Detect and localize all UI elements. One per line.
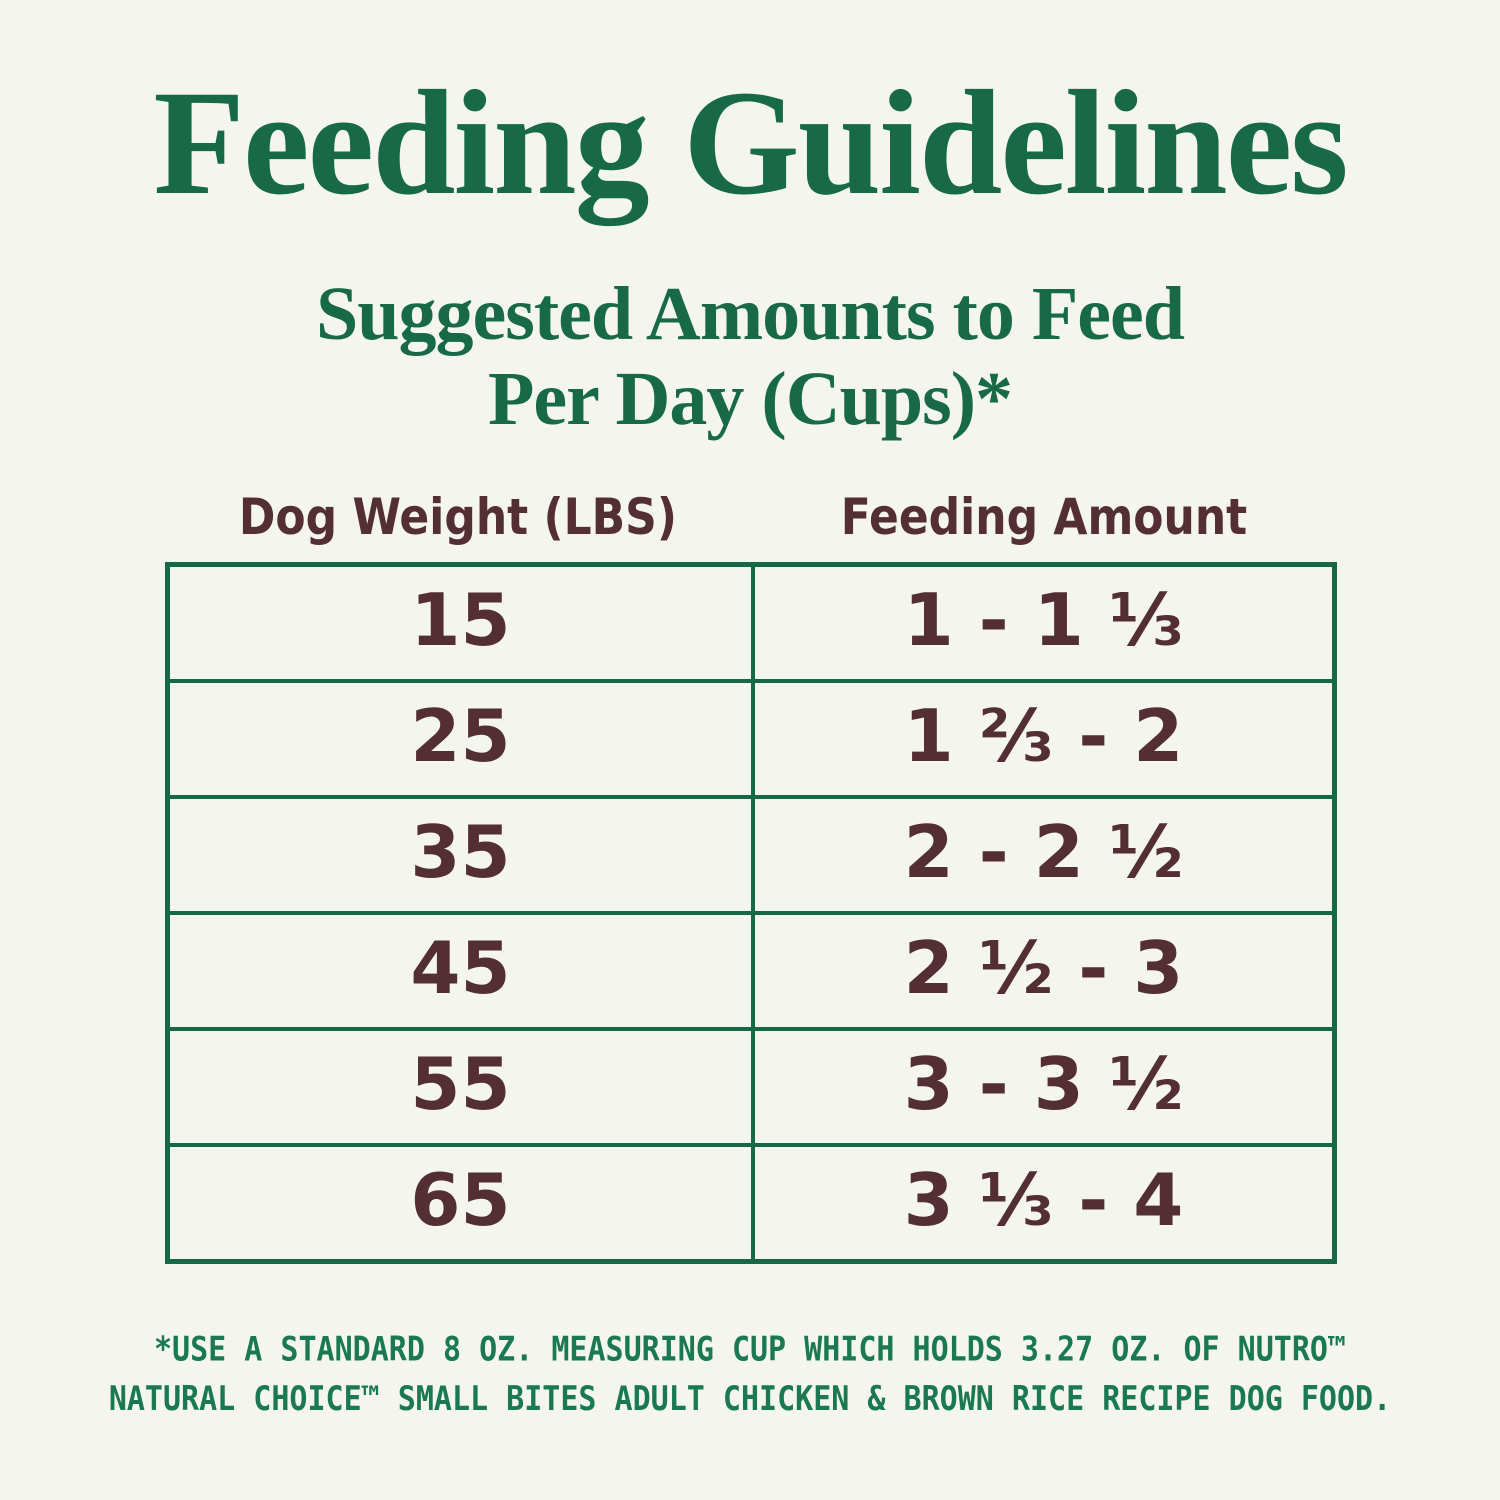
page-title: Feeding Guidelines [153, 60, 1348, 226]
feeding-amount-cell: 3 - 3 ½ [751, 1031, 1332, 1143]
subtitle-line-2: Per Day (Cups)* [487, 357, 1013, 441]
table-row: 25 1 ⅔ - 2 [170, 679, 1332, 795]
dog-weight-cell: 35 [410, 810, 511, 894]
table-row: 45 2 ½ - 3 [170, 911, 1332, 1027]
feeding-amount-cell: 2 ½ - 3 [751, 915, 1332, 1027]
footnote-line-2: NATURAL CHOICE™ SMALL BITES ADULT CHICKE… [108, 1379, 1392, 1419]
dog-weight-cell: 55 [410, 1042, 511, 1126]
measuring-cup-footnote: *USE A STANDARD 8 OZ. MEASURING CUP WHIC… [0, 1326, 1500, 1425]
table-row: 15 1 - 1 ⅓ [170, 567, 1332, 679]
table-column-headers: Dog Weight (LBS) Feeding Amount [165, 488, 1337, 546]
dog-weight-cell: 65 [410, 1158, 511, 1242]
feeding-amount-cell: 1 ⅔ - 2 [751, 683, 1332, 795]
dog-weight-cell: 45 [410, 926, 511, 1010]
column-header-dog-weight: Dog Weight (LBS) [238, 488, 678, 546]
table-row: 35 2 - 2 ½ [170, 795, 1332, 911]
dog-weight-cell: 15 [410, 578, 511, 662]
table-row: 65 3 ⅓ - 4 [170, 1143, 1332, 1259]
dog-weight-cell: 25 [410, 694, 511, 778]
footnote-line-1: *USE A STANDARD 8 OZ. MEASURING CUP WHIC… [153, 1330, 1347, 1370]
column-header-feeding-amount: Feeding Amount [840, 488, 1248, 546]
feeding-amount-cell: 2 - 2 ½ [751, 799, 1332, 911]
feeding-amount-cell: 3 ⅓ - 4 [751, 1147, 1332, 1259]
feeding-amount-cell: 1 - 1 ⅓ [751, 567, 1332, 679]
subtitle: Suggested Amounts to Feed Per Day (Cups)… [0, 272, 1500, 442]
subtitle-line-1: Suggested Amounts to Feed [315, 272, 1185, 356]
feeding-table: 15 1 - 1 ⅓ 25 1 ⅔ - 2 35 2 - 2 ½ 45 2 ½ … [165, 562, 1337, 1264]
table-row: 55 3 - 3 ½ [170, 1027, 1332, 1143]
